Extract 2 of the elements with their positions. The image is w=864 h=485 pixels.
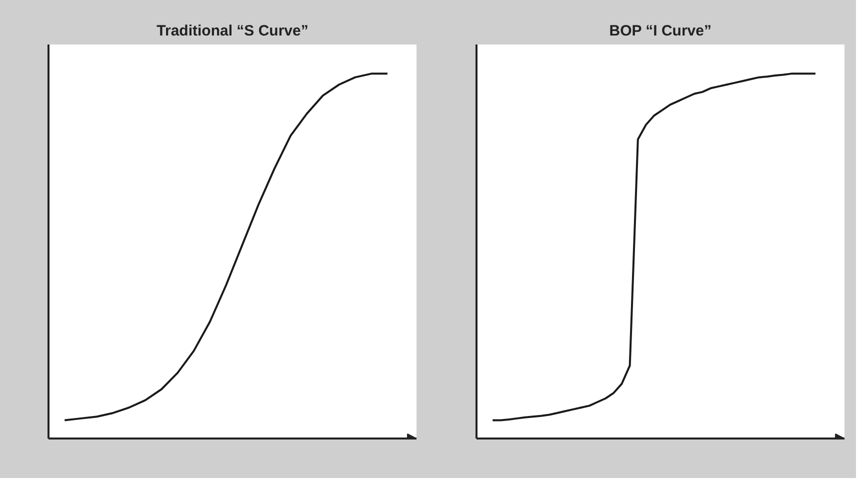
chart-title: Traditional “S Curve”	[156, 22, 308, 40]
chart-title: BOP “I Curve”	[609, 22, 712, 40]
